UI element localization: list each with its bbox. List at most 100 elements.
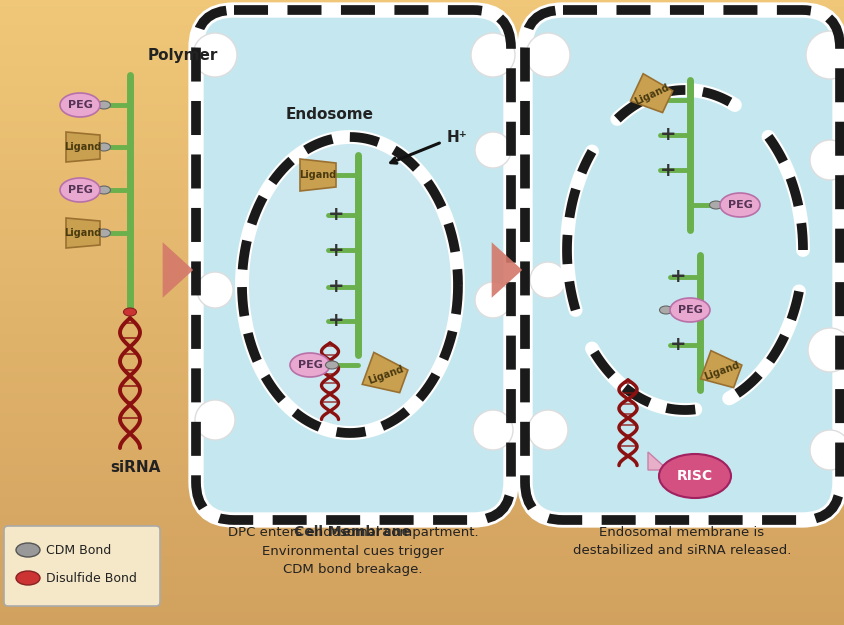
Bar xyxy=(0,79,844,80)
Bar xyxy=(0,238,844,239)
Text: H⁺: H⁺ xyxy=(446,129,468,144)
Bar xyxy=(0,465,844,466)
Bar xyxy=(0,569,844,570)
Text: siRNA: siRNA xyxy=(110,460,160,475)
Bar xyxy=(0,113,844,114)
Bar xyxy=(0,389,844,390)
Bar xyxy=(0,310,844,311)
Bar xyxy=(0,72,844,73)
Bar xyxy=(0,419,844,420)
Bar xyxy=(0,147,844,148)
Bar xyxy=(0,404,844,405)
Bar xyxy=(0,537,844,538)
Bar xyxy=(0,239,844,240)
Bar xyxy=(0,159,844,160)
Bar xyxy=(0,503,844,504)
Bar xyxy=(0,337,844,338)
Bar xyxy=(0,43,844,44)
Bar xyxy=(0,237,844,238)
Bar xyxy=(0,366,844,367)
Bar xyxy=(0,183,844,184)
Bar xyxy=(0,78,844,79)
Bar xyxy=(0,301,844,302)
Bar xyxy=(0,553,844,554)
Bar xyxy=(0,331,844,332)
Bar xyxy=(0,570,844,571)
Bar xyxy=(0,121,844,122)
Circle shape xyxy=(809,430,844,470)
Bar xyxy=(0,232,844,233)
Bar xyxy=(0,112,844,113)
Bar xyxy=(0,319,844,320)
Bar xyxy=(0,555,844,556)
Bar xyxy=(0,480,844,481)
Bar xyxy=(0,99,844,100)
Bar xyxy=(0,22,844,23)
Bar xyxy=(0,285,844,286)
Bar xyxy=(0,382,844,383)
Bar xyxy=(0,509,844,510)
Bar xyxy=(0,305,844,306)
Bar xyxy=(0,174,844,175)
Text: +: + xyxy=(327,278,344,296)
Bar xyxy=(0,349,844,350)
Bar xyxy=(0,458,844,459)
Bar xyxy=(0,135,844,136)
Bar xyxy=(0,497,844,498)
Bar xyxy=(0,105,844,106)
Bar xyxy=(0,172,844,173)
Bar xyxy=(0,263,844,264)
Bar xyxy=(0,214,844,215)
Bar xyxy=(0,62,844,63)
Bar xyxy=(0,426,844,427)
Bar xyxy=(0,581,844,582)
Bar xyxy=(0,429,844,430)
Bar xyxy=(0,169,844,170)
Bar xyxy=(0,442,844,443)
Bar xyxy=(0,213,844,214)
Bar xyxy=(0,298,844,299)
Bar xyxy=(0,284,844,285)
Bar xyxy=(0,275,844,276)
Bar xyxy=(0,506,844,507)
Bar xyxy=(0,70,844,71)
Bar xyxy=(0,315,844,316)
Bar xyxy=(0,86,844,87)
Bar xyxy=(0,391,844,392)
Bar xyxy=(0,376,844,377)
Bar xyxy=(0,619,844,620)
Bar xyxy=(0,531,844,532)
Bar xyxy=(0,130,844,131)
Bar xyxy=(0,261,844,262)
Bar xyxy=(0,124,844,125)
Bar xyxy=(0,151,844,152)
Bar xyxy=(0,437,844,438)
Bar xyxy=(0,585,844,586)
Bar xyxy=(0,56,844,57)
Bar xyxy=(0,523,844,524)
Text: Disulfide Bond: Disulfide Bond xyxy=(46,571,137,584)
Bar xyxy=(0,46,844,47)
Bar xyxy=(0,386,844,387)
Bar xyxy=(0,520,844,521)
Bar xyxy=(0,95,844,96)
Bar xyxy=(0,624,844,625)
Bar xyxy=(0,347,844,348)
Bar xyxy=(0,195,844,196)
Bar xyxy=(0,294,844,295)
Bar xyxy=(0,27,844,28)
Bar xyxy=(0,517,844,518)
Bar xyxy=(0,154,844,155)
Bar xyxy=(0,0,844,1)
Bar xyxy=(0,400,844,401)
Ellipse shape xyxy=(123,308,137,316)
Bar xyxy=(0,485,844,486)
Bar xyxy=(0,586,844,587)
Bar xyxy=(0,165,844,166)
Bar xyxy=(0,490,844,491)
Circle shape xyxy=(809,140,844,180)
Bar xyxy=(0,33,844,34)
Bar xyxy=(0,266,844,267)
Bar xyxy=(0,134,844,135)
Text: Endosome: Endosome xyxy=(285,107,374,122)
